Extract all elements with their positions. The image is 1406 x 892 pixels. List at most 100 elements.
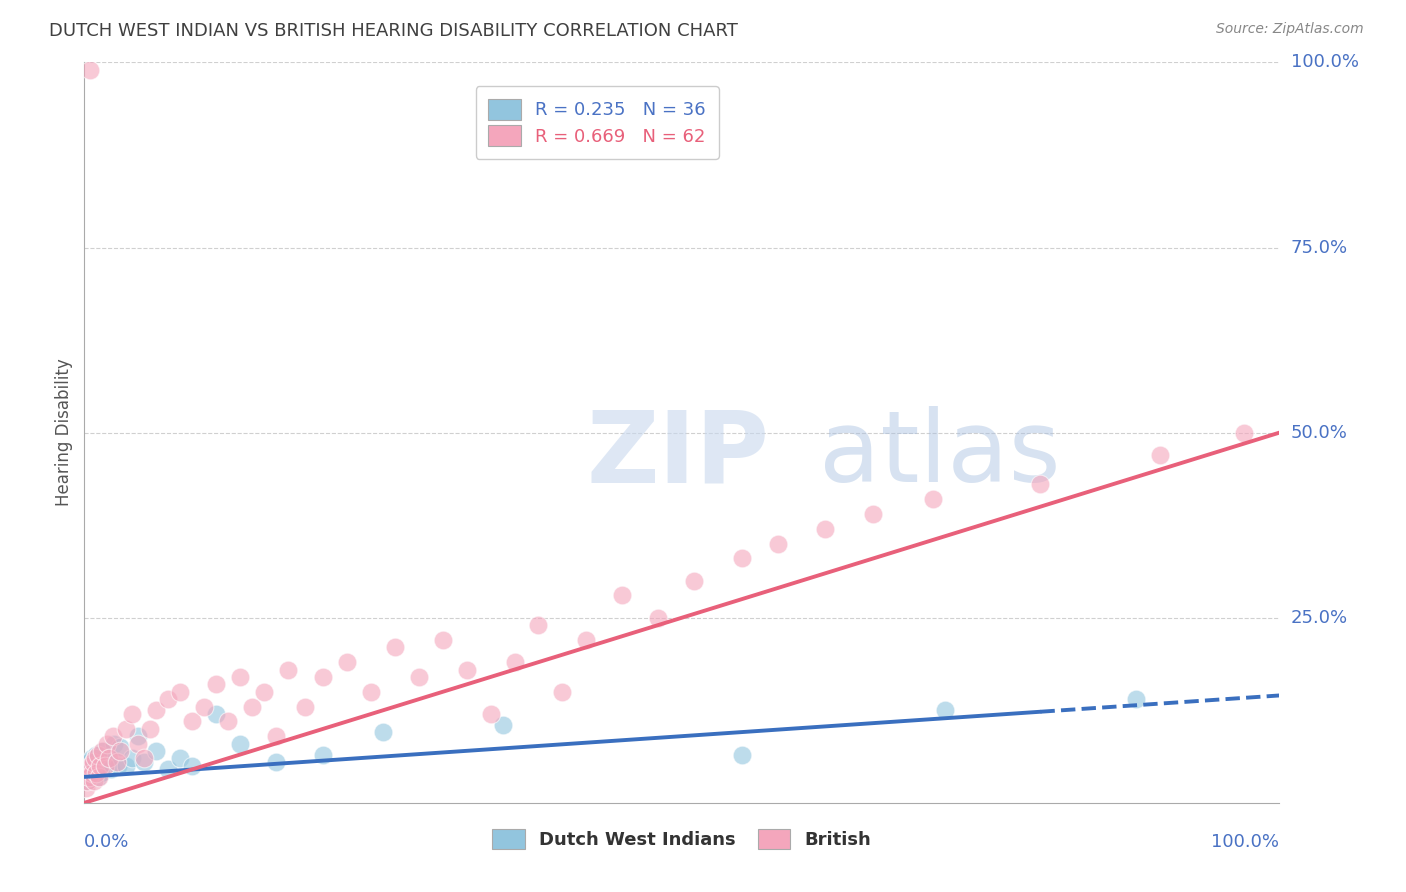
- Point: [479, 706, 502, 721]
- Point: [157, 763, 180, 777]
- Point: [731, 551, 754, 566]
- Point: [115, 722, 138, 736]
- Point: [229, 737, 252, 751]
- Point: [76, 773, 98, 788]
- Point: [527, 618, 550, 632]
- Point: [157, 692, 180, 706]
- Point: [934, 703, 956, 717]
- Point: [115, 758, 138, 772]
- Text: Source: ZipAtlas.com: Source: ZipAtlas.com: [1216, 22, 1364, 37]
- Point: [193, 699, 215, 714]
- Point: [91, 744, 114, 758]
- Point: [169, 685, 191, 699]
- Point: [922, 492, 945, 507]
- Point: [82, 755, 104, 769]
- Point: [77, 773, 100, 788]
- Point: [83, 773, 105, 788]
- Point: [132, 755, 156, 769]
- Point: [1233, 425, 1256, 440]
- Point: [373, 725, 395, 739]
- Point: [1149, 448, 1171, 462]
- Point: [79, 62, 101, 77]
- Text: 25.0%: 25.0%: [1291, 608, 1348, 627]
- Point: [145, 703, 167, 717]
- Point: [84, 751, 107, 765]
- Text: atlas: atlas: [820, 407, 1062, 503]
- Point: [79, 758, 101, 772]
- Point: [86, 770, 108, 784]
- Point: [612, 589, 634, 603]
- Point: [105, 755, 128, 769]
- Point: [127, 729, 149, 743]
- Point: [98, 751, 121, 765]
- Point: [181, 758, 204, 772]
- Point: [75, 780, 97, 795]
- Text: DUTCH WEST INDIAN VS BRITISH HEARING DISABILITY CORRELATION CHART: DUTCH WEST INDIAN VS BRITISH HEARING DIS…: [49, 22, 738, 40]
- Point: [77, 755, 100, 769]
- Point: [77, 770, 100, 784]
- Point: [89, 758, 111, 772]
- Point: [107, 758, 129, 772]
- Point: [766, 536, 789, 550]
- Point: [145, 744, 167, 758]
- Point: [90, 766, 112, 780]
- Point: [240, 699, 263, 714]
- Point: [217, 714, 239, 729]
- Point: [432, 632, 454, 647]
- Point: [121, 706, 143, 721]
- Point: [110, 744, 132, 758]
- Text: 100.0%: 100.0%: [1291, 54, 1358, 71]
- Point: [503, 655, 526, 669]
- Point: [312, 747, 335, 762]
- Point: [97, 751, 120, 765]
- Point: [360, 685, 382, 699]
- Point: [121, 751, 143, 765]
- Point: [1125, 692, 1147, 706]
- Point: [94, 755, 117, 769]
- Point: [647, 610, 669, 624]
- Point: [264, 729, 287, 743]
- Point: [683, 574, 706, 588]
- Point: [83, 758, 105, 772]
- Point: [84, 763, 107, 777]
- Point: [101, 729, 124, 743]
- Point: [169, 751, 191, 765]
- Text: 0.0%: 0.0%: [84, 833, 129, 851]
- Point: [79, 770, 101, 784]
- Point: [575, 632, 598, 647]
- Y-axis label: Hearing Disability: Hearing Disability: [55, 359, 73, 507]
- Point: [229, 670, 252, 684]
- Point: [93, 758, 115, 772]
- Point: [294, 699, 316, 714]
- Point: [205, 706, 228, 721]
- Point: [127, 737, 149, 751]
- Point: [80, 751, 103, 765]
- Text: 75.0%: 75.0%: [1291, 238, 1348, 257]
- Point: [1029, 477, 1052, 491]
- Point: [96, 737, 118, 751]
- Point: [100, 763, 122, 777]
- Point: [253, 685, 276, 699]
- Point: [336, 655, 359, 669]
- Point: [551, 685, 574, 699]
- Point: [76, 763, 98, 777]
- Point: [86, 747, 108, 762]
- Point: [93, 744, 115, 758]
- Text: 100.0%: 100.0%: [1212, 833, 1279, 851]
- Point: [110, 740, 132, 755]
- Point: [384, 640, 406, 655]
- Point: [132, 751, 156, 765]
- Point: [731, 747, 754, 762]
- Point: [181, 714, 204, 729]
- Point: [77, 763, 100, 777]
- Point: [814, 522, 837, 536]
- Point: [103, 737, 125, 751]
- Point: [87, 770, 110, 784]
- Point: [312, 670, 335, 684]
- Point: [456, 663, 478, 677]
- Point: [492, 718, 515, 732]
- Point: [205, 677, 228, 691]
- Point: [862, 507, 884, 521]
- Point: [86, 766, 108, 780]
- Point: [408, 670, 430, 684]
